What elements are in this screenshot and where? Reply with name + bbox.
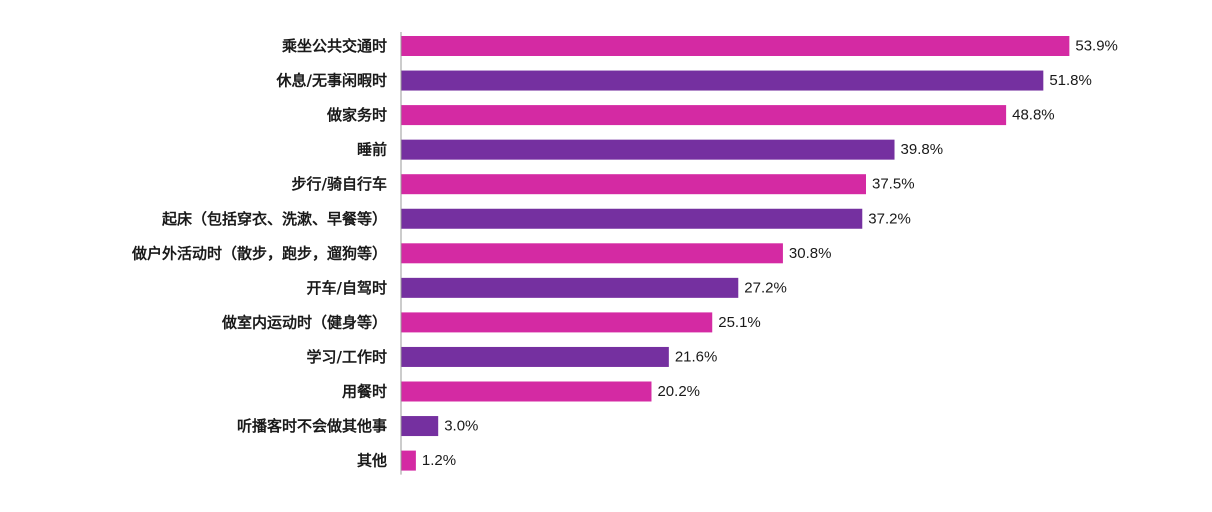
bar-10 <box>401 381 652 402</box>
category-label-5: 起床（包括穿衣、洗漱、早餐等） <box>161 210 387 228</box>
category-label-4: 步行/骑自行车 <box>292 175 387 193</box>
bar-1 <box>401 70 1044 91</box>
category-label-12: 其他 <box>357 452 387 470</box>
category-label-3: 睡前 <box>357 141 387 159</box>
value-labels-layer: 53.9% 51.8% 48.8% 39.8% 37.5% 37.2% 30.8%27.2%… <box>422 38 1118 470</box>
bar-7 <box>401 277 739 298</box>
value-label-7: 27.2% <box>744 279 787 296</box>
bar-3 <box>401 139 895 160</box>
category-label-1: 休息/无事闲暇时 <box>276 72 387 90</box>
category-label-0: 乘坐公共交通时 <box>281 37 387 55</box>
category-label-7: 开车/自驾时 <box>307 279 387 297</box>
bar-2 <box>401 105 1007 126</box>
category-label-9: 学习/工作时 <box>307 348 387 366</box>
category-label-6: 做户外活动时（散步，跑步，遛狗等） <box>131 244 387 262</box>
category-label-10: 用餐时 <box>342 383 387 401</box>
value-label-3: 39.8% <box>901 141 944 158</box>
value-label-5: 37.2% <box>868 210 911 227</box>
value-label-6: 30.8% <box>789 245 832 262</box>
value-label-0: 53.9% <box>1075 38 1118 55</box>
bar-8 <box>401 312 713 333</box>
value-label-2: 48.8% <box>1012 107 1055 124</box>
value-label-8: 25.1% <box>718 314 761 331</box>
bar-12 <box>401 450 416 471</box>
bars-layer <box>401 36 1070 471</box>
value-label-12: 1.2% <box>422 452 456 469</box>
value-label-10: 20.2% <box>657 383 700 400</box>
bar-0 <box>401 36 1070 56</box>
value-label-9: 21.6% <box>675 348 718 365</box>
bar-4 <box>401 174 866 195</box>
bar-6 <box>401 243 783 264</box>
bar-11 <box>401 416 439 437</box>
value-label-11: 3.0% <box>444 418 478 435</box>
bar-9 <box>401 346 669 367</box>
category-label-11: 听播客时不会做其他事 <box>237 417 387 435</box>
value-label-4: 37.5% <box>872 176 915 193</box>
value-label-1: 51.8% <box>1049 72 1092 89</box>
bar-5 <box>401 208 863 229</box>
category-label-2: 做家务时 <box>326 106 387 124</box>
category-labels-layer: 乘坐公共交通时休息/无事闲暇时做家务时睡前步行/骑自行车起床（包括穿衣、洗漱、早… <box>131 37 387 470</box>
category-label-8: 做室内运动时（健身等） <box>221 313 387 331</box>
